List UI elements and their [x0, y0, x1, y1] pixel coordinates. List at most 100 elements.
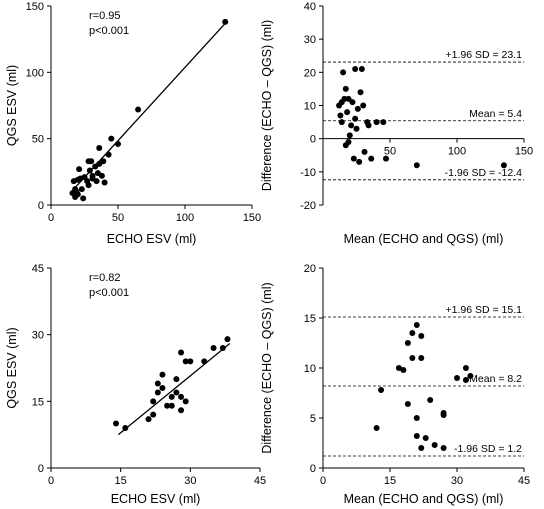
x-axis-title: Mean (ECHO and QGS) (ml) [344, 492, 504, 506]
x-tick-label: 0 [320, 475, 326, 487]
data-point [427, 397, 434, 403]
data-point [413, 433, 420, 439]
data-point [462, 377, 469, 383]
data-point [404, 340, 411, 346]
chart-top-right: -20 -10 0 10 20 30 40 50 100 150 Mean (ECHO and QG… [260, 1, 533, 246]
reference-line-label: +1.96 SD = 15.1 [446, 304, 523, 316]
data-point [219, 345, 226, 351]
data-point [413, 322, 420, 328]
data-point [178, 393, 185, 400]
y-tick-label: -10 [300, 167, 316, 179]
x-tick-label: 45 [254, 475, 266, 487]
data-point [418, 445, 425, 451]
data-point [154, 380, 161, 387]
data-point [467, 373, 474, 379]
data-point [500, 162, 507, 169]
y-tick-label: 20 [304, 263, 316, 275]
data-point [105, 151, 112, 158]
data-point [354, 105, 361, 112]
data-point [350, 155, 357, 162]
data-point [108, 135, 115, 142]
data-point [98, 172, 105, 179]
regression-line [117, 343, 231, 436]
data-point [150, 411, 157, 418]
data-point [173, 389, 180, 396]
y-tick-label: 30 [32, 330, 44, 342]
x-tick-label: 30 [184, 475, 196, 487]
data-point [135, 106, 142, 113]
data-point [373, 425, 380, 431]
data-point [348, 122, 355, 129]
reference-line-label: +1.96 SD = 23.1 [446, 49, 523, 61]
data-point [357, 89, 364, 96]
y-tick-label: 0 [310, 134, 316, 146]
data-point [395, 365, 402, 371]
data-point [222, 18, 229, 25]
x-tick-label: 45 [518, 475, 530, 487]
data-point [76, 166, 83, 173]
data-point [413, 415, 420, 421]
x-tick-label: 150 [515, 146, 533, 158]
y-tick-label: 150 [26, 1, 44, 13]
data-point [93, 178, 100, 185]
y-tick-label: 0 [310, 463, 316, 475]
data-point [115, 140, 121, 147]
x-tick-label: 15 [384, 475, 396, 487]
data-point [96, 144, 103, 151]
data-point [404, 401, 411, 407]
data-point [187, 358, 194, 365]
data-point [345, 138, 352, 145]
data-point [418, 333, 425, 339]
data-point [380, 119, 387, 126]
y-tick-label: 50 [32, 134, 44, 146]
data-point [122, 425, 129, 431]
x-tick-label: 100 [448, 146, 466, 158]
data-point [182, 358, 189, 365]
data-point [74, 191, 81, 198]
data-point [337, 112, 344, 119]
x-tick-label: 50 [112, 212, 124, 224]
y-axis-title: QGS ESV (ml) [5, 65, 19, 146]
x-tick-label: 15 [115, 475, 127, 487]
y-tick-label: 0 [38, 463, 44, 475]
x-tick-label: 0 [48, 212, 54, 224]
data-point [382, 155, 389, 162]
data-point [78, 186, 85, 193]
x-tick-label: 0 [48, 475, 54, 487]
data-point [346, 132, 353, 139]
data-point [159, 385, 166, 391]
data-point [342, 85, 349, 92]
x-axis-title: Mean (ECHO and QGS) (ml) [344, 232, 504, 246]
x-axis-title: ECHO ESV (ml) [111, 492, 201, 506]
y-tick-label: 0 [38, 200, 44, 212]
data-point [365, 122, 372, 129]
reference-line-label: Mean = 5.4 [469, 108, 522, 120]
data-point [159, 371, 166, 378]
data-point [413, 162, 420, 169]
data-point [164, 402, 171, 409]
stat-annotation: r=0.95 [89, 10, 121, 22]
data-point [431, 442, 438, 448]
data-point [150, 398, 157, 405]
x-axis-title: ECHO ESV (ml) [107, 232, 197, 246]
data-point [440, 412, 447, 418]
x-tick-label: 100 [176, 212, 194, 224]
data-point [85, 182, 92, 189]
data-point [88, 158, 95, 165]
data-point [101, 179, 108, 186]
data-point [349, 99, 356, 106]
data-point [352, 66, 359, 73]
data-point [113, 420, 120, 427]
data-point [210, 345, 217, 351]
data-point [409, 330, 416, 336]
data-point [86, 167, 93, 174]
data-point [340, 69, 347, 76]
data-point [378, 387, 385, 393]
y-tick-label: 5 [310, 413, 316, 425]
data-point [368, 155, 375, 162]
data-point [358, 66, 365, 73]
y-tick-label: 30 [304, 34, 316, 46]
data-point [173, 376, 180, 383]
data-point [80, 195, 87, 202]
